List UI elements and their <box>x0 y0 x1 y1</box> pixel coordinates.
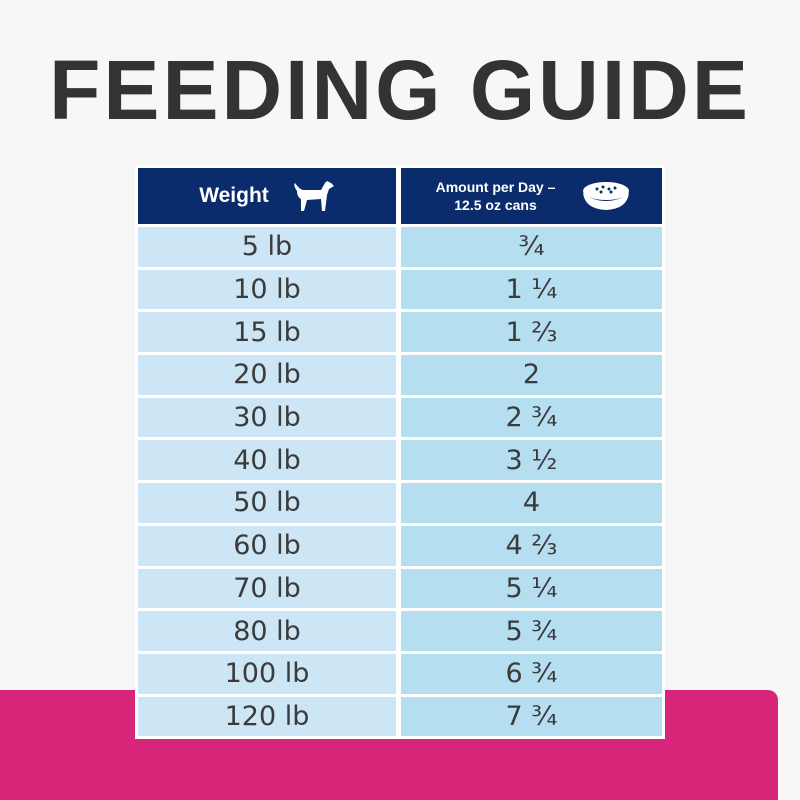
amount-cell: 5 ¼ <box>401 568 662 609</box>
dog-icon <box>294 181 334 211</box>
weight-cell: 10 lb <box>138 269 396 310</box>
amount-cell: 4 <box>401 483 662 523</box>
feeding-table: Weight Amount per Day – 12.5 oz cans 5 l… <box>135 165 665 740</box>
amount-cell: 5 ¾ <box>401 611 662 651</box>
amount-cell: 6 ¾ <box>401 653 662 694</box>
header-cell: Amount per Day – 12.5 oz cans <box>401 168 662 224</box>
header-text: Weight <box>199 184 269 207</box>
weight-cell: 30 lb <box>138 397 396 438</box>
weight-cell: 5 lb <box>138 227 396 267</box>
amount-cell: 4 ⅔ <box>401 525 662 566</box>
amount-cell: 2 ¾ <box>401 397 662 438</box>
weight-cell: 40 lb <box>138 440 396 481</box>
weight-cell: 50 lb <box>138 483 396 523</box>
amount-cell: 7 ¾ <box>401 696 662 737</box>
weight-cell: 100 lb <box>138 653 396 694</box>
weight-cell: 60 lb <box>138 525 396 566</box>
amount-cell: 2 <box>401 355 662 395</box>
title: FEEDING GUIDE <box>49 43 751 137</box>
weight-cell: 80 lb <box>138 611 396 651</box>
bowl-icon <box>582 182 629 210</box>
header-cell: Weight <box>138 168 396 224</box>
header-text: Amount per Day – 12.5 oz cans <box>435 179 556 213</box>
amount-cell: 1 ¼ <box>401 269 662 310</box>
weight-cell: 120 lb <box>138 696 396 737</box>
amount-cell: 3 ½ <box>401 440 662 481</box>
weight-cell: 15 lb <box>138 312 396 353</box>
weight-cell: 70 lb <box>138 568 396 609</box>
amount-cell: ¾ <box>401 227 662 267</box>
amount-cell: 1 ⅔ <box>401 312 662 353</box>
weight-cell: 20 lb <box>138 355 396 395</box>
